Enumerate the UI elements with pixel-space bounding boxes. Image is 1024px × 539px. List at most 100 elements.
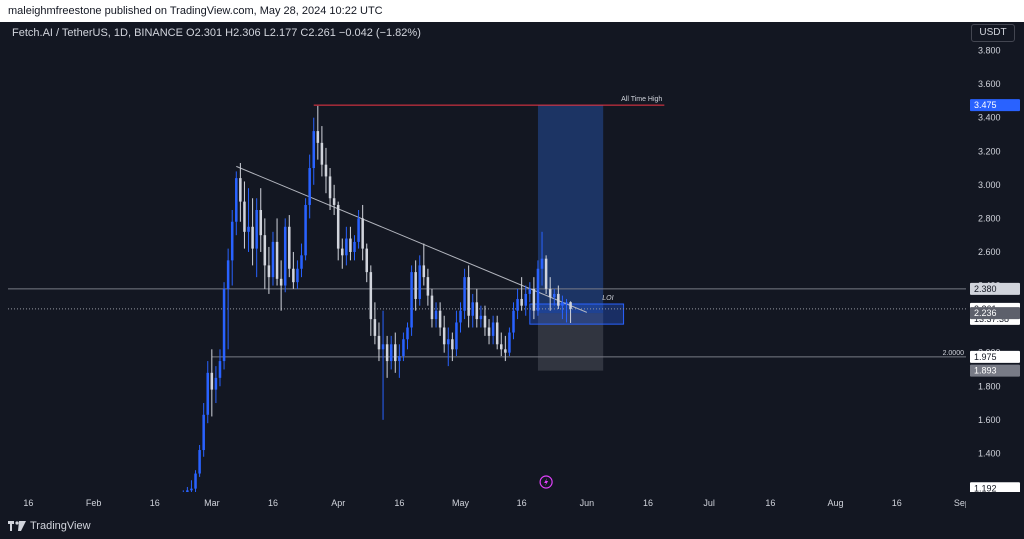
candle-body [528, 288, 532, 294]
candle-body [561, 302, 564, 306]
candle-body [296, 268, 299, 283]
candle [426, 268, 430, 306]
candle [500, 332, 503, 357]
candle [357, 210, 360, 249]
symbol-legend: Fetch.AI / TetherUS, 1D, BINANCE O2.301 … [12, 27, 421, 39]
candle-body [459, 310, 462, 323]
candle-body [271, 241, 275, 278]
candle-body [320, 142, 324, 165]
candle [345, 226, 348, 266]
candle [569, 301, 572, 323]
price-tick-label: 1.400 [978, 448, 1001, 458]
candle-body [475, 302, 479, 320]
candle-body [548, 288, 552, 298]
candle [548, 277, 552, 311]
candle [353, 235, 356, 261]
time-axis-svg: 16 Feb 16 Mar 16 Apr 16 May 16 Jun 16 Jul 16 Aug 16 Sep [23, 498, 970, 508]
candle-body [210, 372, 214, 390]
currency-button[interactable]: USDT [971, 24, 1015, 42]
candle [255, 198, 258, 278]
tradingview-brand[interactable]: TradingView [8, 520, 91, 532]
time-axis[interactable]: 16 Feb 16 Mar 16 Apr 16 May 16 Jun 16 Jul 16 Aug 16 Sep [0, 492, 970, 514]
candle-body [304, 204, 307, 256]
candle-body [332, 198, 336, 205]
candle-body [430, 295, 434, 320]
candle [235, 171, 238, 236]
candle [414, 260, 417, 311]
candle [381, 310, 385, 420]
all-time-high-label: All Time High [621, 96, 662, 103]
horizontal-level-label-1: 2.0000 [943, 350, 965, 357]
candle-body [467, 277, 470, 316]
candle-body [353, 241, 356, 252]
candle [308, 154, 311, 219]
price-axis-svg: 1.4001.6001.8002.0002.2002.4002.6002.800… [970, 46, 1020, 495]
price-axis[interactable]: USDT 1.4001.6001.8002.0002.2002.4002.600… [966, 22, 1024, 495]
candle [369, 265, 373, 336]
price-label-bg [970, 307, 1020, 320]
candle [422, 243, 426, 286]
price-label-text: 2.236 [974, 308, 997, 318]
candle [540, 231, 544, 286]
time-tick-label: Jun [580, 498, 595, 508]
candle-body [218, 361, 222, 378]
candle [394, 332, 397, 373]
candle-body [512, 310, 515, 333]
time-tick-label: 16 [517, 498, 527, 508]
price-chart[interactable]: LOI 2.0000 All Time High [8, 22, 966, 501]
candle [218, 349, 222, 387]
candle-body [230, 221, 234, 261]
candle [544, 255, 548, 294]
candle [365, 243, 369, 283]
price-label-4: 1.975 [970, 350, 1020, 363]
candle [328, 168, 332, 210]
candle-body [426, 277, 430, 296]
candle [516, 288, 519, 320]
candle-body [243, 201, 246, 232]
chart-frame: LOI 2.0000 All Time High Fetch.AI / Tether… [0, 22, 1024, 539]
candle [320, 126, 324, 177]
candle-body [422, 265, 426, 278]
candle [504, 335, 507, 362]
candle [312, 117, 316, 185]
price-tick-label: 1.800 [978, 381, 1001, 391]
candle [451, 332, 454, 362]
candle-body [312, 131, 316, 169]
candle [455, 310, 458, 357]
trendline [236, 165, 588, 313]
candle [406, 322, 409, 350]
candle-body [247, 226, 250, 232]
candle-body [504, 349, 507, 353]
candle-body [536, 268, 540, 311]
candle [385, 335, 389, 378]
candle [495, 315, 499, 350]
candle-body [235, 178, 238, 222]
candle [361, 204, 364, 261]
candle [483, 305, 487, 336]
candle-body [487, 327, 491, 336]
candle [557, 285, 560, 310]
candle [279, 260, 283, 311]
candle [230, 210, 234, 286]
lightning-icon [544, 478, 549, 486]
candle [438, 302, 442, 336]
time-tick-label: 16 [643, 498, 653, 508]
candle [410, 265, 413, 336]
price-label-text: 3.475 [974, 100, 997, 110]
candle-body [361, 218, 364, 249]
chart-pane[interactable]: LOI 2.0000 All Time High [8, 22, 966, 501]
price-label-bg [970, 282, 1020, 295]
candle [536, 260, 540, 316]
price-label-3: 2.236 [970, 307, 1020, 320]
candle [553, 288, 556, 306]
candle [259, 188, 263, 252]
price-tick-label: 3.400 [978, 113, 1001, 123]
candle-body [508, 332, 511, 353]
price-tick-label: 2.600 [978, 247, 1001, 257]
loi-label: LOI [602, 295, 613, 302]
candle-body [328, 176, 332, 199]
candle-body [226, 260, 230, 289]
candle [430, 288, 434, 328]
candle-body [385, 344, 389, 362]
candle [565, 298, 568, 323]
